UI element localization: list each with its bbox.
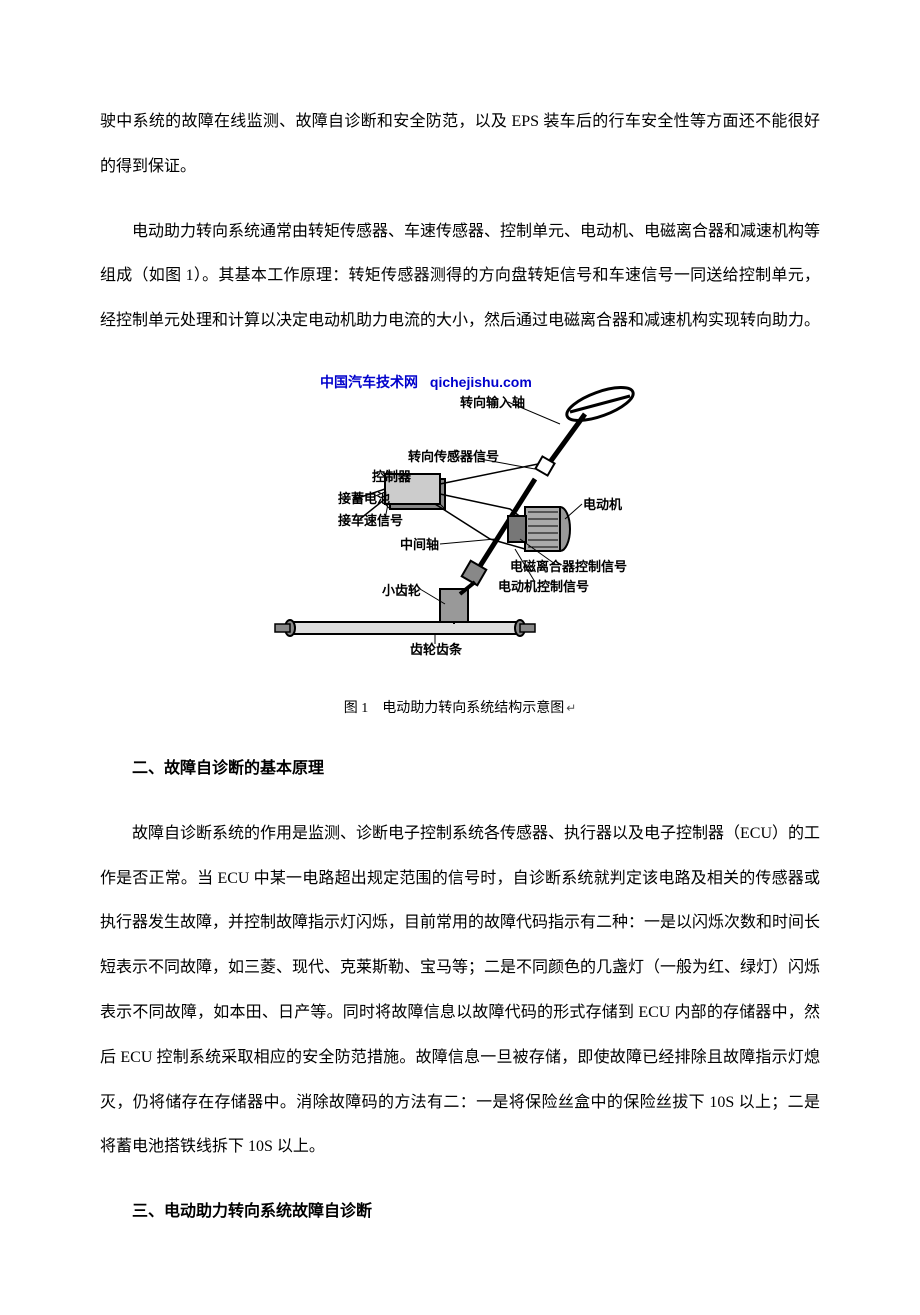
return-symbol: ↵ bbox=[566, 701, 576, 715]
rack-icon bbox=[275, 620, 535, 636]
label-mid-shaft: 中间轴 bbox=[400, 534, 439, 553]
paragraph-2: 电动助力转向系统通常由转矩传感器、车速传感器、控制单元、电动机、电磁离合器和减速… bbox=[100, 210, 820, 344]
figure-caption: 图 1 电动助力转向系统结构示意图↵ bbox=[100, 697, 820, 717]
label-input-shaft: 转向输入轴 bbox=[460, 392, 525, 411]
label-controller: 控制器 bbox=[372, 466, 411, 485]
label-rack: 齿轮齿条 bbox=[410, 639, 462, 658]
label-clutch-signal: 电磁离合器控制信号 bbox=[510, 556, 627, 575]
label-sensor-signal: 转向传感器信号 bbox=[408, 446, 499, 465]
paragraph-1: 驶中系统的故障在线监测、故障自诊断和安全防范，以及 EPS 装车后的行车安全性等… bbox=[100, 100, 820, 190]
caption-text: 图 1 电动助力转向系统结构示意图 bbox=[344, 701, 565, 716]
label-pinion: 小齿轮 bbox=[382, 580, 421, 599]
label-motor-signal: 电动机控制信号 bbox=[498, 576, 589, 595]
label-speed-signal: 接车速信号 bbox=[338, 510, 403, 529]
paragraph-3: 故障自诊断系统的作用是监测、诊断电子控制系统各传感器、执行器以及电子控制器（EC… bbox=[100, 812, 820, 1170]
heading-2: 二、故障自诊断的基本原理 bbox=[100, 747, 820, 792]
label-motor: 电动机 bbox=[583, 494, 622, 513]
steering-wheel-icon bbox=[563, 381, 637, 427]
pinion-box bbox=[440, 589, 468, 624]
diagram-container: 中国汽车技术网 qichejishu.com bbox=[260, 364, 660, 684]
label-battery: 接蓄电池 bbox=[338, 488, 390, 507]
heading-3: 三、电动助力转向系统故障自诊断 bbox=[100, 1190, 820, 1235]
figure-1: 中国汽车技术网 qichejishu.com bbox=[100, 364, 820, 717]
